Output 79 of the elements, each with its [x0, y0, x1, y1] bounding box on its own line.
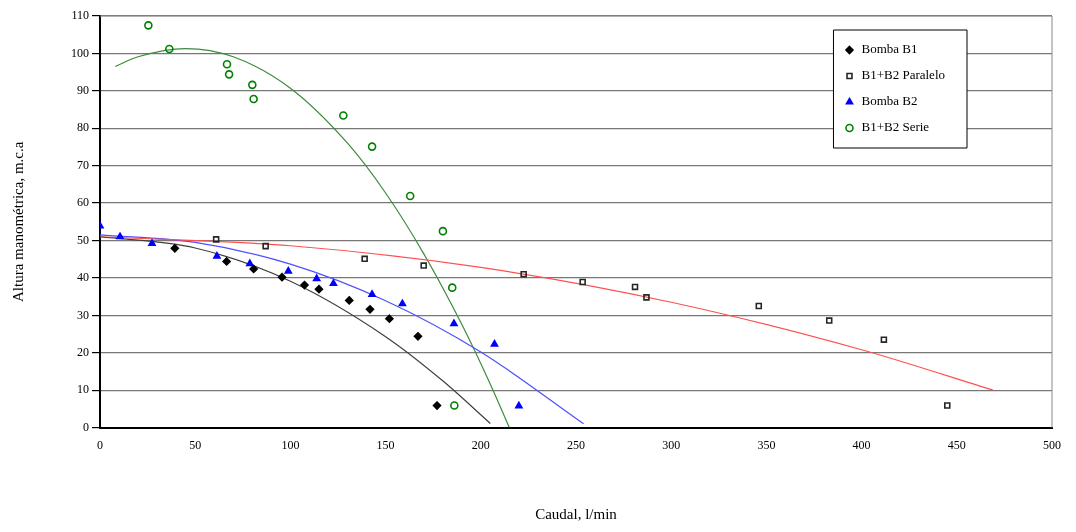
legend-label: B1+B2 Serie	[861, 119, 930, 135]
point	[515, 401, 523, 409]
y-tick-label: 70	[77, 157, 89, 172]
y-tick-label: 80	[77, 120, 89, 135]
y-tick-label: 60	[77, 195, 89, 210]
point	[170, 244, 180, 253]
point	[520, 270, 527, 278]
point	[944, 402, 951, 409]
y-tick-label: 10	[77, 382, 89, 397]
x-tick-label: 300	[662, 437, 681, 452]
x-tick-label: 200	[471, 437, 490, 452]
y-tick-label: 90	[77, 82, 89, 97]
point	[344, 296, 354, 305]
line-series	[114, 47, 510, 428]
point	[405, 191, 415, 201]
y-tick-label: 100	[71, 45, 89, 60]
point	[213, 251, 221, 259]
x-tick-label: 450	[947, 437, 966, 452]
x-axis-title: Caudal, l/min	[535, 505, 618, 522]
legend-label: Bomba B1	[861, 41, 918, 57]
y-axis-title: Altura manométrica, m.c.a	[9, 141, 26, 302]
point	[212, 236, 220, 243]
y-tick-label: 50	[77, 232, 89, 247]
x-tick-label: 0	[97, 437, 103, 452]
point	[165, 44, 174, 54]
y-tick-label: 30	[77, 307, 89, 322]
legend-label: B1+B2 Paralelo	[861, 67, 946, 83]
point	[284, 266, 293, 274]
x-tick-label: 350	[757, 437, 776, 452]
y-tick-label: 40	[77, 270, 89, 285]
point	[148, 239, 156, 247]
point	[368, 290, 376, 297]
x-tick-label: 400	[852, 437, 871, 452]
point	[438, 226, 448, 236]
point	[631, 283, 639, 291]
point	[643, 294, 650, 301]
point	[339, 111, 348, 120]
point	[222, 59, 232, 69]
point	[420, 262, 427, 269]
point	[248, 80, 257, 90]
x-tick-label: 100	[281, 437, 300, 452]
point	[312, 274, 321, 282]
point	[880, 336, 888, 343]
point	[450, 319, 458, 327]
point	[413, 332, 423, 341]
point	[450, 401, 459, 410]
x-tick-label: 150	[376, 437, 395, 452]
point	[329, 279, 338, 287]
y-tick-label: 0	[83, 419, 89, 434]
point	[249, 94, 258, 104]
point	[447, 283, 457, 292]
point	[579, 278, 586, 286]
point	[144, 21, 153, 30]
point	[825, 317, 833, 324]
y-tick-label: 20	[77, 344, 89, 359]
point	[490, 339, 499, 347]
point	[385, 314, 394, 324]
point	[249, 264, 258, 274]
x-tick-label: 50	[189, 437, 202, 452]
x-tick-label: 500	[1043, 437, 1061, 452]
point	[314, 284, 324, 294]
point	[116, 232, 124, 240]
point	[224, 70, 234, 79]
x-tick-label: 250	[567, 437, 585, 452]
point	[262, 242, 269, 250]
point	[755, 302, 763, 310]
point	[361, 255, 368, 263]
point	[367, 142, 377, 151]
point	[432, 401, 442, 410]
point	[277, 272, 287, 282]
y-tick-label: 110	[71, 8, 89, 23]
line-series	[100, 236, 491, 425]
legend-label: Bomba B2	[861, 93, 918, 109]
point	[246, 259, 254, 267]
point	[300, 280, 309, 290]
point	[222, 257, 231, 266]
point	[398, 299, 407, 307]
point	[365, 305, 375, 314]
line-series	[100, 234, 585, 425]
